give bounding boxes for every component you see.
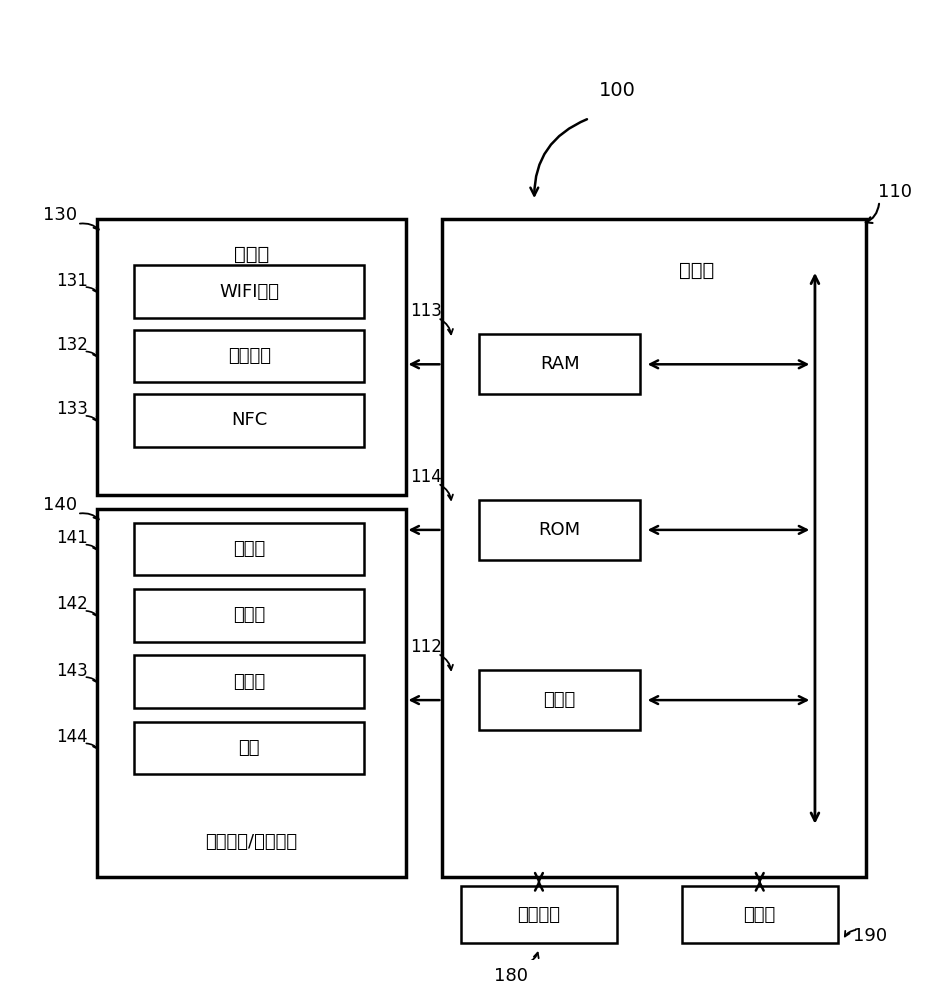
Bar: [461, 886, 617, 943]
FancyArrowPatch shape: [440, 655, 453, 670]
Text: 190: 190: [853, 927, 887, 945]
Text: 112: 112: [410, 638, 441, 656]
Bar: [682, 886, 838, 943]
Text: 按键: 按键: [238, 739, 260, 757]
Bar: [442, 219, 866, 877]
Text: 141: 141: [56, 529, 88, 547]
FancyArrowPatch shape: [79, 223, 99, 230]
Bar: [479, 334, 640, 394]
Text: 存储器: 存储器: [743, 906, 776, 924]
Bar: [134, 265, 364, 318]
Text: 处理器: 处理器: [543, 691, 576, 709]
Text: 通信器: 通信器: [234, 245, 269, 264]
Text: 140: 140: [44, 496, 78, 514]
Bar: [134, 394, 364, 447]
FancyArrowPatch shape: [79, 513, 99, 519]
Bar: [134, 655, 364, 708]
Bar: [134, 523, 364, 575]
Text: 143: 143: [56, 662, 88, 680]
Text: 用户输入/输出接口: 用户输入/输出接口: [206, 833, 297, 851]
FancyArrowPatch shape: [86, 287, 97, 292]
FancyArrowPatch shape: [527, 953, 539, 963]
FancyArrowPatch shape: [440, 319, 453, 334]
FancyArrowPatch shape: [866, 204, 879, 223]
FancyArrowPatch shape: [86, 611, 97, 616]
Text: RAM: RAM: [539, 355, 580, 373]
Text: 麦克风: 麦克风: [233, 540, 266, 558]
FancyArrowPatch shape: [86, 743, 97, 749]
Text: 控制器: 控制器: [679, 260, 714, 279]
Text: 132: 132: [56, 336, 88, 354]
Bar: [134, 330, 364, 382]
Text: 传感器: 传感器: [233, 673, 266, 691]
Text: 触摸板: 触摸板: [233, 606, 266, 624]
FancyArrowPatch shape: [86, 416, 97, 421]
Bar: [97, 509, 406, 877]
Text: 蓝牙模块: 蓝牙模块: [227, 347, 270, 365]
Text: 133: 133: [56, 400, 88, 418]
Bar: [134, 722, 364, 774]
Bar: [479, 670, 640, 730]
Text: 180: 180: [495, 967, 528, 985]
Text: 113: 113: [410, 302, 441, 320]
Text: WIFI模块: WIFI模块: [219, 283, 280, 301]
FancyArrowPatch shape: [440, 485, 453, 500]
Text: 131: 131: [56, 272, 88, 290]
Text: 130: 130: [44, 206, 78, 224]
FancyArrowPatch shape: [530, 119, 587, 195]
Text: 144: 144: [56, 728, 87, 746]
Text: ROM: ROM: [539, 521, 581, 539]
Text: NFC: NFC: [231, 411, 267, 429]
Bar: [479, 500, 640, 560]
FancyArrowPatch shape: [86, 677, 97, 682]
Bar: [97, 219, 406, 495]
FancyArrowPatch shape: [845, 930, 856, 936]
Text: 100: 100: [598, 81, 636, 100]
Text: 110: 110: [878, 183, 912, 201]
Text: 142: 142: [56, 595, 88, 613]
Text: 供电电源: 供电电源: [517, 906, 560, 924]
Bar: [134, 589, 364, 642]
Text: 114: 114: [410, 468, 441, 486]
FancyArrowPatch shape: [86, 351, 97, 357]
FancyArrowPatch shape: [86, 545, 97, 550]
